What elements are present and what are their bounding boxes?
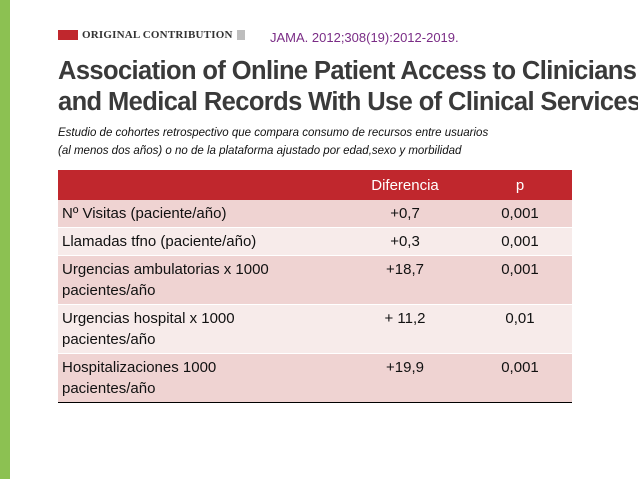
- diferencia-cell: + 11,2: [342, 304, 468, 354]
- table-header-row: Diferencia p: [58, 170, 572, 200]
- diferencia-cell: +18,7: [342, 255, 468, 305]
- row-label-line-1: Hospitalizaciones 1000: [62, 359, 217, 376]
- article-title-line-2: and Medical Records With Use of Clinical…: [58, 88, 638, 116]
- study-description: Estudio de cohortes retrospectivo que co…: [58, 124, 618, 160]
- table-row: Nº Visitas (paciente/año) +0,7 0,001: [58, 200, 572, 228]
- row-label-line-1: Urgencias hospital x 1000: [62, 310, 235, 327]
- row-label-line-2: pacientes/año: [62, 331, 156, 348]
- row-label-line-1: Llamadas tfno (paciente/año): [62, 233, 257, 250]
- row-label: Llamadas tfno (paciente/año): [58, 227, 342, 256]
- study-description-line-2: (al menos dos años) o no de la plataform…: [58, 145, 462, 157]
- left-accent-bar: [0, 0, 10, 479]
- row-label: Urgencias ambulatorias x 1000 pacientes/…: [58, 255, 342, 305]
- table-row: Urgencias hospital x 1000 pacientes/año …: [58, 304, 572, 354]
- red-marker-block: [58, 30, 78, 40]
- row-label-line-1: Nº Visitas (paciente/año): [62, 205, 227, 222]
- header-cell-p: p: [468, 170, 572, 200]
- row-label: Urgencias hospital x 1000 pacientes/año: [58, 304, 342, 354]
- row-label-line-1: Urgencias ambulatorias x 1000: [62, 261, 269, 278]
- header-cell-diferencia: Diferencia: [342, 170, 468, 200]
- study-description-line-1: Estudio de cohortes retrospectivo que co…: [58, 127, 489, 139]
- diferencia-cell: +0,7: [342, 200, 468, 228]
- journal-citation: JAMA. 2012;308(19):2012-2019.: [270, 30, 459, 45]
- gray-rule-block: [236, 30, 245, 40]
- results-table: Diferencia p Nº Visitas (paciente/año) +…: [58, 170, 572, 403]
- p-value-cell: 0,001: [468, 227, 572, 256]
- row-label: Nº Visitas (paciente/año): [58, 200, 342, 228]
- p-value-cell: 0,001: [468, 353, 572, 403]
- p-value-cell: 0,001: [468, 255, 572, 305]
- header-cell-label: [58, 170, 342, 200]
- row-label-line-2: pacientes/año: [62, 282, 156, 299]
- row-label: Hospitalizaciones 1000 pacientes/año: [58, 353, 342, 403]
- section-label: ORIGINAL CONTRIBUTION: [82, 29, 233, 41]
- table-row: Hospitalizaciones 1000 pacientes/año +19…: [58, 353, 572, 403]
- p-value-cell: 0,001: [468, 200, 572, 228]
- section-header-band: ORIGINAL CONTRIBUTION: [58, 28, 245, 42]
- table-row: Urgencias ambulatorias x 1000 pacientes/…: [58, 255, 572, 305]
- article-title-line-1: Association of Online Patient Access to …: [58, 57, 637, 85]
- table-row: Llamadas tfno (paciente/año) +0,3 0,001: [58, 227, 572, 256]
- diferencia-cell: +0,3: [342, 227, 468, 256]
- p-value-cell: 0,01: [468, 304, 572, 354]
- row-label-line-2: pacientes/año: [62, 380, 156, 397]
- article-title: Association of Online Patient Access to …: [58, 56, 638, 118]
- diferencia-cell: +19,9: [342, 353, 468, 403]
